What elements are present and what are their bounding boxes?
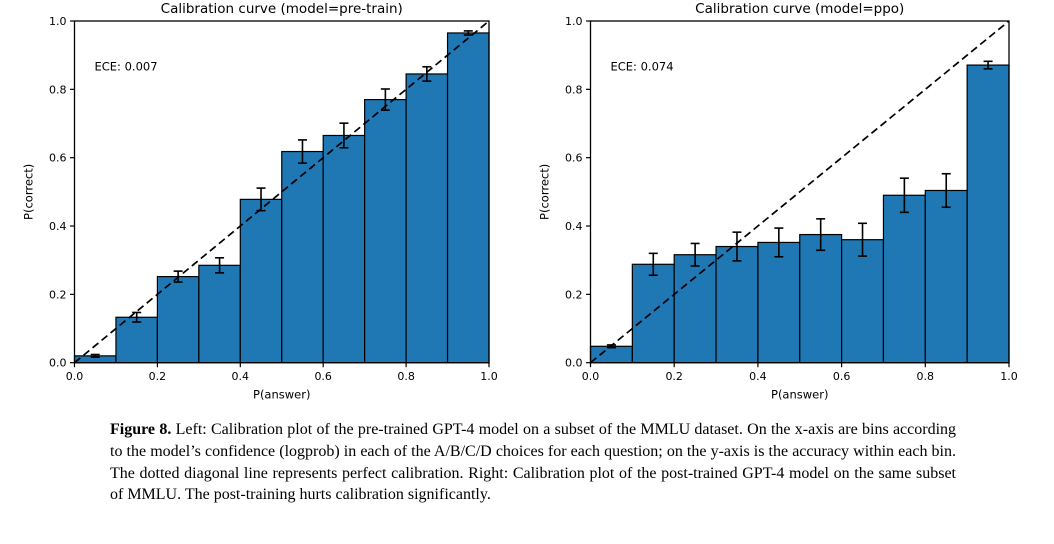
bars [589, 64, 1010, 364]
figure-caption-text: Left: Calibration plot of the pre-traine… [110, 421, 957, 504]
bar [589, 345, 633, 364]
bar [281, 150, 324, 364]
bar [966, 64, 1010, 364]
x-tick-label: 0.4 [749, 370, 767, 383]
figure-caption: Figure 8. Left: Calibration plot of the … [110, 419, 956, 506]
y-tick-label: 0.2 [565, 288, 583, 301]
x-tick-label: 0.6 [314, 370, 332, 383]
ece-annotation: ECE: 0.074 [611, 59, 674, 73]
x-tick-label: 0.2 [665, 370, 683, 383]
bar [715, 245, 759, 364]
x-axis: 0.0 0.2 0.4 0.6 0.8 1.0 [66, 362, 498, 383]
x-tick-label: 0.2 [149, 370, 167, 383]
y-tick-label: 0.4 [49, 220, 67, 233]
bar [799, 233, 843, 364]
x-axis: 0.0 0.2 0.4 0.6 0.8 1.0 [582, 362, 1018, 383]
x-tick-label: 1.0 [480, 370, 498, 383]
bar [156, 275, 200, 364]
chart-title: Calibration curve (model=pre-train) [161, 1, 403, 17]
y-tick-label: 1.0 [49, 15, 67, 28]
perfect-calibration-line [589, 20, 1010, 364]
x-tick-label: 0.0 [66, 370, 84, 383]
y-tick-label: 0.4 [565, 220, 583, 233]
axes-frame [589, 20, 1010, 364]
perfect-calibration-line [73, 20, 490, 364]
error-bars [606, 60, 993, 349]
error-bars [90, 30, 473, 359]
bar [924, 189, 968, 364]
y-tick-label: 1.0 [565, 15, 583, 28]
x-axis-label: P(answer) [771, 388, 828, 402]
x-axis-label: P(answer) [253, 388, 310, 402]
calibration-chart-pretrain: 0.0 0.2 0.4 0.6 0.8 1.0 0.0 0.2 0.4 0.6 0.8 1.0 Cali… [22, 1, 498, 402]
y-tick-label: 0.6 [49, 152, 67, 165]
x-tick-label: 0.4 [232, 370, 250, 383]
y-axis-label: P(correct) [22, 164, 36, 220]
y-tick-label: 0.6 [565, 152, 583, 165]
bar [322, 134, 366, 364]
calibration-figure: 0.0 0.2 0.4 0.6 0.8 1.0 0.0 0.2 0.4 0.6 0.8 1.0 Cali… [22, 1, 1018, 402]
y-tick-label: 0.0 [565, 357, 583, 370]
y-tick-label: 0.0 [49, 357, 67, 370]
bar [757, 241, 801, 364]
x-tick-label: 0.6 [833, 370, 851, 383]
x-tick-label: 0.8 [917, 370, 935, 383]
y-axis-label: P(correct) [538, 164, 552, 220]
bar [841, 239, 885, 364]
calibration-chart-ppo: 0.0 0.2 0.4 0.6 0.8 1.0 0.0 0.2 0.4 0.6 0.8 1.0 Cali… [538, 1, 1018, 402]
ece-annotation: ECE: 0.007 [95, 59, 158, 73]
x-tick-label: 1.0 [1000, 370, 1018, 383]
bar [239, 198, 283, 364]
y-tick-label: 0.8 [49, 83, 67, 96]
y-tick-label: 0.8 [565, 83, 583, 96]
y-tick-label: 0.2 [49, 288, 67, 301]
bar [673, 254, 717, 364]
bar [364, 98, 407, 364]
bar [446, 32, 490, 364]
chart-title: Calibration curve (model=ppo) [695, 1, 904, 17]
y-axis: 0.0 0.2 0.4 0.6 0.8 1.0 [565, 15, 591, 370]
bar [405, 73, 449, 364]
bar [631, 263, 675, 364]
bar [198, 264, 241, 364]
x-tick-label: 0.8 [397, 370, 415, 383]
figure-caption-label: Figure 8. [110, 421, 172, 438]
x-tick-label: 0.0 [582, 370, 600, 383]
axes-frame [73, 20, 490, 364]
y-axis: 0.0 0.2 0.4 0.6 0.8 1.0 [49, 15, 75, 370]
bar [882, 194, 926, 364]
